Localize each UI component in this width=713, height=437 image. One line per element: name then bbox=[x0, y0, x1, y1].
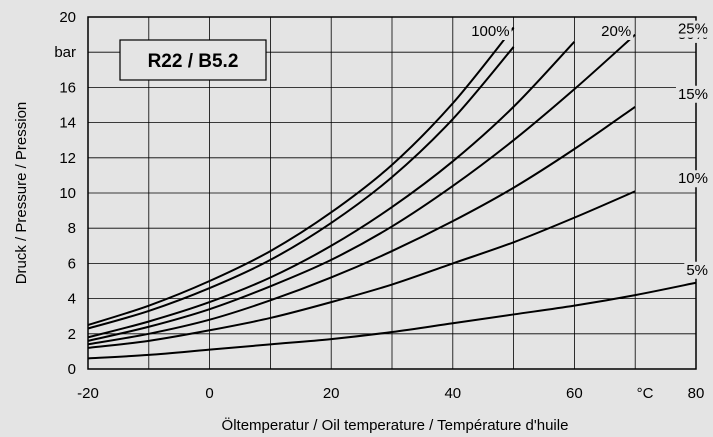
y-unit-box: bar bbox=[40, 40, 84, 62]
series-label: 15% bbox=[678, 86, 708, 103]
y-tick-label: 16 bbox=[59, 79, 76, 96]
y-tick-label: 10 bbox=[59, 185, 76, 202]
series-label: 5% bbox=[686, 262, 708, 279]
x-tick-label: 40 bbox=[444, 385, 461, 402]
series-label-bg bbox=[675, 20, 710, 38]
series-labels: 100%50%25%20%15%10%5% bbox=[469, 20, 710, 279]
title-box: R22 / B5.2 bbox=[119, 39, 267, 81]
x-tick-label: 20 bbox=[323, 385, 340, 402]
series-label-bg bbox=[684, 261, 710, 279]
y-tick-label: 2 bbox=[68, 326, 76, 343]
curves bbox=[87, 26, 697, 360]
series-label: 25% bbox=[678, 21, 708, 38]
y-axis-label: Druck / Pressure / Pression bbox=[13, 102, 30, 285]
y-tick-label: 20 bbox=[59, 9, 76, 26]
x-tick-label: -20 bbox=[77, 385, 99, 402]
series-label: 10% bbox=[678, 170, 708, 187]
series-label: 100% bbox=[471, 23, 509, 40]
y-tick-label: 4 bbox=[68, 291, 76, 308]
series-label-bg bbox=[675, 170, 710, 188]
y-tick-label: 12 bbox=[59, 150, 76, 167]
x-unit-label: °C bbox=[637, 385, 654, 402]
series-line bbox=[87, 281, 697, 360]
series-label: 20% bbox=[601, 23, 631, 40]
grid bbox=[88, 17, 696, 369]
series-line bbox=[87, 105, 636, 346]
series-line bbox=[87, 40, 576, 339]
y-tick-label: 8 bbox=[68, 220, 76, 237]
x-tick-label: 0 bbox=[205, 385, 213, 402]
y-tick-label: 6 bbox=[68, 255, 76, 272]
chart-title: R22 / B5.2 bbox=[148, 51, 239, 72]
y-tick-label: 14 bbox=[59, 115, 76, 132]
y-tick-label: 0 bbox=[68, 361, 76, 378]
x-tick-label: 80 bbox=[688, 385, 705, 402]
series-label-bg bbox=[469, 23, 512, 40]
series-label-bg bbox=[599, 23, 634, 40]
series-line bbox=[87, 46, 515, 330]
plot-frame bbox=[87, 16, 697, 370]
y-unit-label: bar bbox=[54, 44, 76, 61]
series-line bbox=[87, 26, 515, 326]
x-axis-label: Öltemperatur / Oil temperature / Tempéra… bbox=[222, 416, 569, 434]
series-line bbox=[87, 33, 636, 342]
series-label-bg bbox=[675, 85, 710, 103]
x-tick-label: 60 bbox=[566, 385, 583, 402]
series-line bbox=[87, 190, 636, 349]
